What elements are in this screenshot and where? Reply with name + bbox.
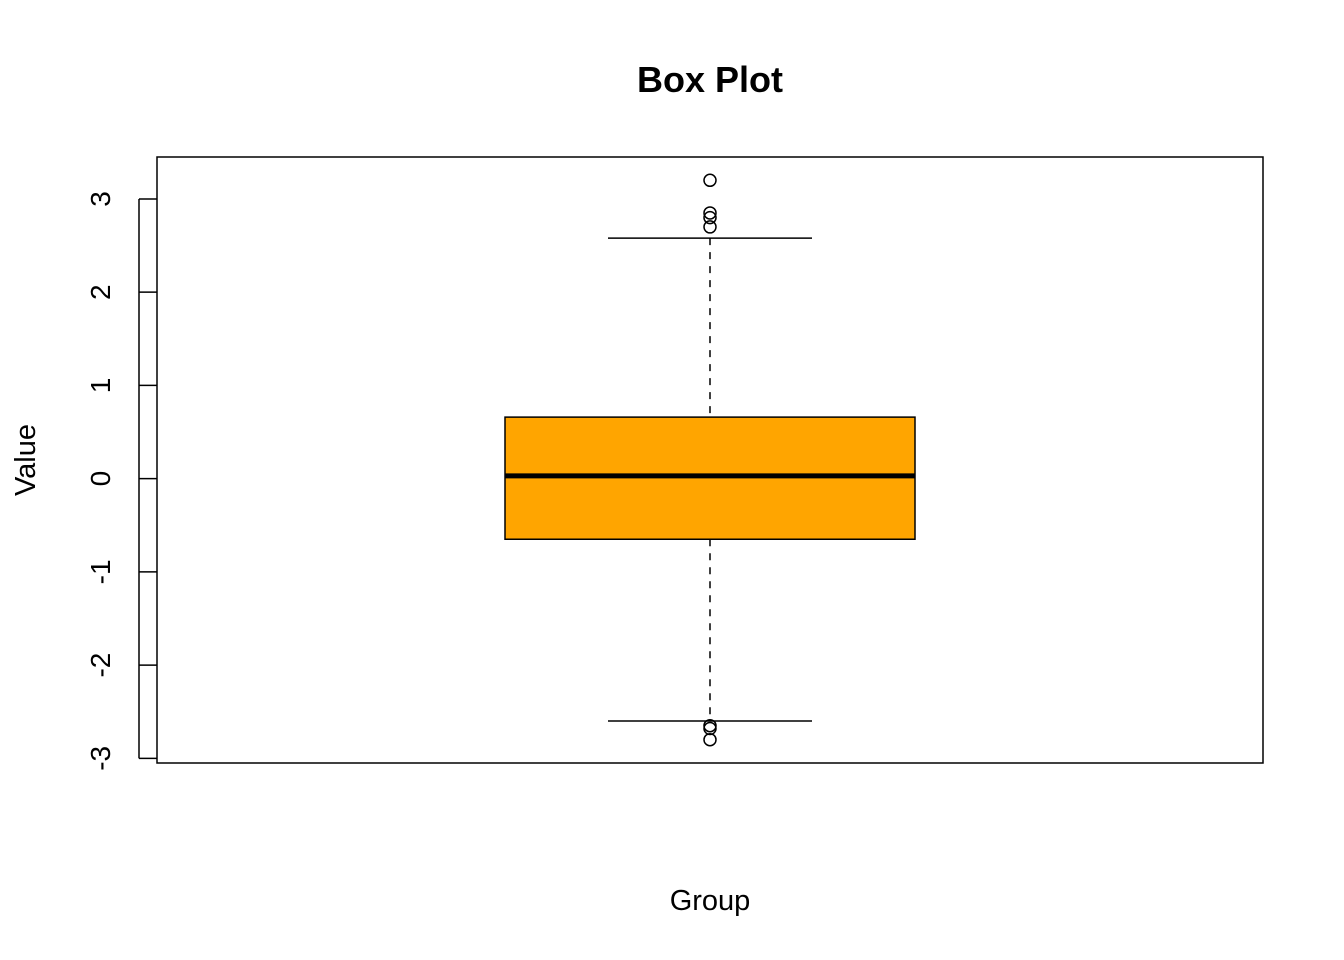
outlier-point (703, 220, 717, 234)
y-tick-label: 0 (85, 471, 116, 487)
plot-frame (156, 156, 1264, 764)
outlier-point (703, 173, 717, 188)
outlier-point (703, 732, 717, 747)
y-tick-label: -3 (85, 746, 116, 771)
outlier-point (703, 210, 717, 225)
y-tick-label: -1 (85, 559, 116, 584)
y-tick-label: 3 (85, 191, 116, 207)
y-tick-label: -2 (85, 653, 116, 678)
y-tick-label: 2 (85, 284, 116, 300)
outlier-point (703, 721, 717, 736)
chart-title: Box Plot (637, 59, 783, 100)
y-tick-label: 1 (85, 378, 116, 394)
outlier-point (703, 206, 717, 220)
box-series (504, 173, 916, 747)
y-axis-label: Value (10, 424, 42, 496)
x-axis-label: Group (670, 885, 751, 917)
y-axis: -3 -2 -1 0 1 2 3 (85, 191, 157, 771)
